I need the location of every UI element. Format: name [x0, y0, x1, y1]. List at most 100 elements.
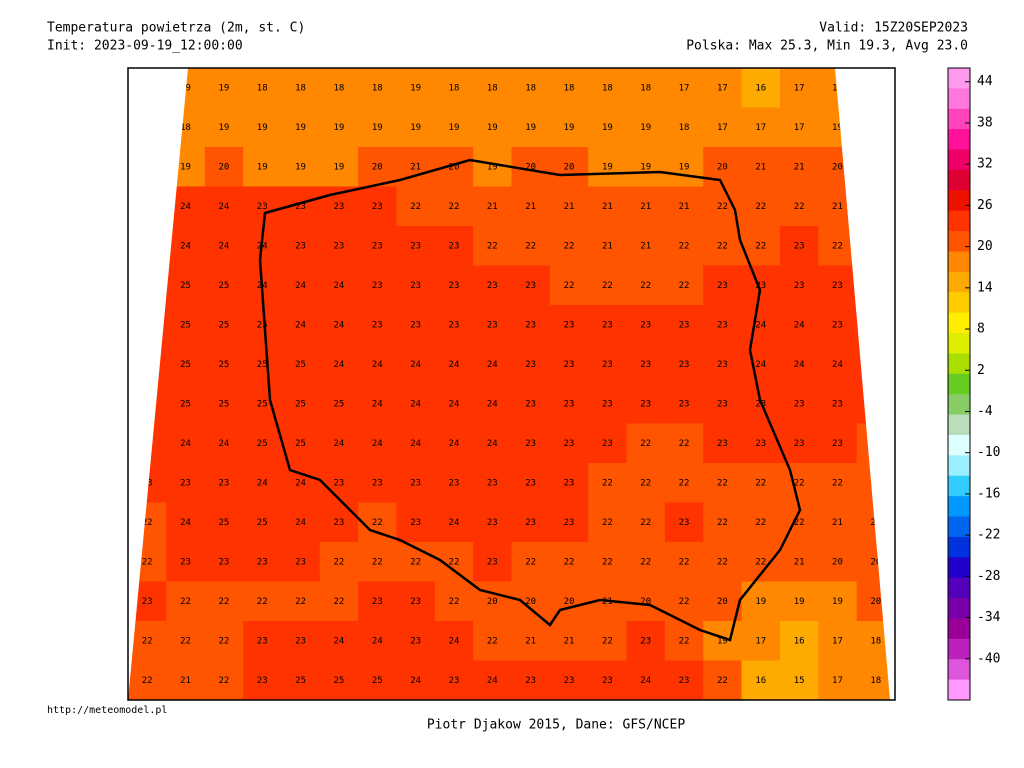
- temperature-label: 23: [564, 478, 575, 488]
- temperature-cell: [166, 502, 206, 543]
- temperature-label: 22: [755, 202, 766, 212]
- temperature-label: 25: [180, 360, 191, 370]
- temperature-cell: [473, 621, 512, 661]
- temperature-label: 22: [794, 202, 805, 212]
- temperature-cell: [549, 660, 589, 700]
- temperature-label: 20: [832, 557, 843, 567]
- temperature-label: 23: [410, 478, 421, 488]
- temperature-label: 24: [487, 676, 498, 686]
- temperature-label: 25: [295, 360, 306, 370]
- temperature-cell: [281, 542, 321, 582]
- temperature-label: 24: [372, 360, 383, 370]
- temperature-cell: [703, 344, 743, 385]
- temperature-cell: [588, 384, 628, 424]
- temperature-label: 22: [602, 636, 613, 646]
- temperature-cell: [703, 660, 743, 700]
- temperature-label: 24: [295, 320, 306, 330]
- temperature-cell: [779, 660, 819, 700]
- temperature-label: 22: [334, 557, 345, 567]
- temperature-cell: [588, 502, 628, 543]
- temperature-cell: [358, 542, 397, 582]
- temperature-cell: [319, 147, 359, 187]
- temperature-label: 19: [257, 123, 268, 133]
- temperature-label: 25: [180, 281, 191, 291]
- temperature-cell: [741, 305, 781, 345]
- temperature-label: 23: [640, 399, 651, 409]
- temperature-label: 18: [372, 83, 383, 93]
- temperature-label: 20: [525, 597, 536, 607]
- temperature-cell: [703, 68, 743, 108]
- colorbar-label: -34: [977, 610, 1001, 625]
- temperature-cell: [319, 226, 359, 266]
- temperature-cell: [319, 423, 359, 464]
- temperature-cell: [166, 463, 206, 503]
- temperature-label: 22: [142, 518, 153, 528]
- colorbar-label: 2: [977, 363, 985, 378]
- temperature-cell: [434, 621, 474, 661]
- temperature-cell: [243, 147, 282, 187]
- temperature-label: 19: [755, 597, 766, 607]
- temperature-label: 22: [564, 281, 575, 291]
- temperature-label: 23: [640, 360, 651, 370]
- temperature-cell: [358, 107, 397, 148]
- temperature-label: 24: [295, 518, 306, 528]
- temperature-label: 24: [449, 518, 460, 528]
- temperature-label: 17: [717, 83, 728, 93]
- temperature-cell: [664, 344, 704, 385]
- temperature-cell: [434, 463, 474, 503]
- temperature-label: 22: [525, 241, 536, 251]
- temperature-label: 19: [870, 83, 881, 93]
- temperature-label: 25: [334, 676, 345, 686]
- temperature-cell: [473, 542, 512, 582]
- temperature-label: 23: [372, 202, 383, 212]
- temperature-label: 23: [525, 360, 536, 370]
- temperature-label: 22: [717, 478, 728, 488]
- temperature-label: 23: [372, 320, 383, 330]
- temperature-label: 23: [257, 202, 268, 212]
- temperature-label: 23: [257, 636, 268, 646]
- temperature-cell: [856, 147, 890, 187]
- temperature-cell: [664, 463, 704, 503]
- temperature-label: 19: [218, 83, 229, 93]
- temperature-label: 23: [372, 597, 383, 607]
- temperature-label: 24: [334, 636, 345, 646]
- temperature-cell: [818, 463, 858, 503]
- temperature-label: 24: [257, 478, 268, 488]
- temperature-label: 22: [679, 281, 690, 291]
- colorbar-swatch: [948, 659, 970, 681]
- temperature-cell: [396, 305, 436, 345]
- colorbar-swatch: [948, 271, 970, 293]
- temperature-cell: [128, 305, 167, 345]
- temperature-label: 20: [832, 162, 843, 172]
- temperature-label: 21: [564, 202, 575, 212]
- temperature-cell: [741, 107, 781, 148]
- stats: Polska: Max 25.3, Min 19.3, Avg 23.0: [686, 39, 968, 54]
- temperature-label: 19: [679, 162, 690, 172]
- temperature-label: 19: [717, 636, 728, 646]
- temperature-cell: [703, 621, 743, 661]
- temperature-label: 18: [487, 83, 498, 93]
- temperature-label: 22: [449, 597, 460, 607]
- temperature-cell: [396, 68, 436, 108]
- temperature-cell: [243, 423, 282, 464]
- temperature-label: 21: [640, 241, 651, 251]
- temperature-cell: [358, 305, 397, 345]
- colorbar-swatch: [948, 414, 970, 436]
- temperature-cell: [358, 147, 397, 187]
- temperature-label: 18: [870, 636, 881, 646]
- temperature-cell: [856, 305, 890, 345]
- temperature-label: 25: [257, 518, 268, 528]
- temperature-cell: [664, 186, 704, 227]
- temperature-label: 19: [218, 123, 229, 133]
- temperature-label: 20: [372, 162, 383, 172]
- temperature-cell: [319, 68, 359, 108]
- temperature-label: 23: [602, 399, 613, 409]
- temperature-cell: [434, 581, 474, 622]
- colorbar-swatch: [948, 169, 970, 191]
- temperature-cell: [779, 344, 819, 385]
- temperature-cell: [128, 107, 167, 148]
- temperature-cell: [549, 384, 589, 424]
- temperature-label: 24: [487, 399, 498, 409]
- temperature-cell: [511, 542, 551, 582]
- temperature-label: 22: [640, 478, 651, 488]
